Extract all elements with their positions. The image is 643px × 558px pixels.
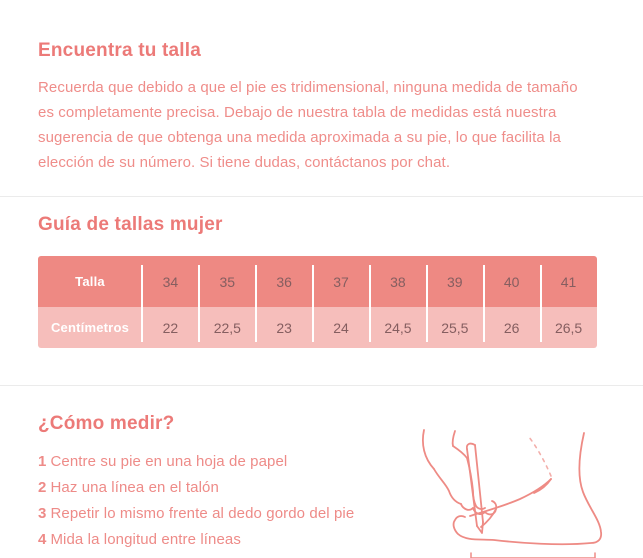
intro-paragraph: Recuerda que debido a que el pie es trid… [38,79,578,171]
step-text: Mida la longitud entre líneas [50,531,241,548]
cm-cell: 22 [162,319,179,336]
step-text: Haz una línea en el talón [50,479,219,496]
step-text: Repetir lo mismo frente al dedo gordo de… [50,505,355,522]
cm-cell: 24,5 [384,319,412,336]
size-cell: 41 [560,273,577,290]
how-to-measure-title: ¿Cómo medir? [38,413,175,434]
size-cell: 38 [390,273,406,290]
page-title: Encuentra tu talla [38,40,202,61]
step-number: 4 [38,531,47,548]
table-row-centimeters: Centímetros 22 22,5 23 24 24,5 25,5 26 2… [38,307,597,348]
size-guide-title: Guía de tallas mujer [38,214,223,235]
section-divider [0,385,643,386]
step-text: Centre su pie en una hoja de papel [50,453,288,470]
size-cell: 35 [219,273,236,290]
measure-step: 3 Repetir lo mismo frente al dedo gordo d… [38,501,596,527]
step-number: 2 [38,479,47,496]
hand-with-pencil [421,429,498,534]
size-table: Talla 34 35 36 37 38 39 40 41 Centímetro… [38,256,597,348]
cm-cell: 25,5 [441,319,469,336]
size-cell: 39 [447,273,463,290]
foot-measurement-illustration: cm [421,429,603,558]
cm-cell: 24 [333,319,349,336]
measurement-line [470,552,596,558]
pencil-icon [465,442,484,534]
how-to-measure-section: ¿Cómo medir? 1 Centre su pie en una hoja … [38,413,603,558]
row-header-talla: Talla [75,274,105,289]
size-cell: 36 [276,273,292,290]
cm-cell: 26 [503,319,520,336]
section-divider [0,196,643,197]
step-number: 1 [38,453,47,470]
row-header-centimetros: Centímetros [50,320,130,335]
cm-cell: 22,5 [213,319,241,336]
measure-steps-list: 1 Centre su pie en una hoja de papel 2 Haz… [38,449,596,553]
table-row-sizes: Talla 34 35 36 37 38 39 40 41 [38,256,597,307]
step-number: 3 [38,505,47,522]
cm-cell: 23 [276,319,292,336]
measure-step: 2 Haz una línea en el talón [38,475,596,501]
size-cell: 37 [333,273,349,290]
size-cell: 40 [503,273,520,290]
cm-cell: 26,5 [554,319,583,336]
measure-step: 1 Centre su pie en una hoja de papel [38,449,596,475]
size-cell: 34 [162,273,179,290]
measure-step: 4 Mida la longitud entre líneas [38,527,596,553]
